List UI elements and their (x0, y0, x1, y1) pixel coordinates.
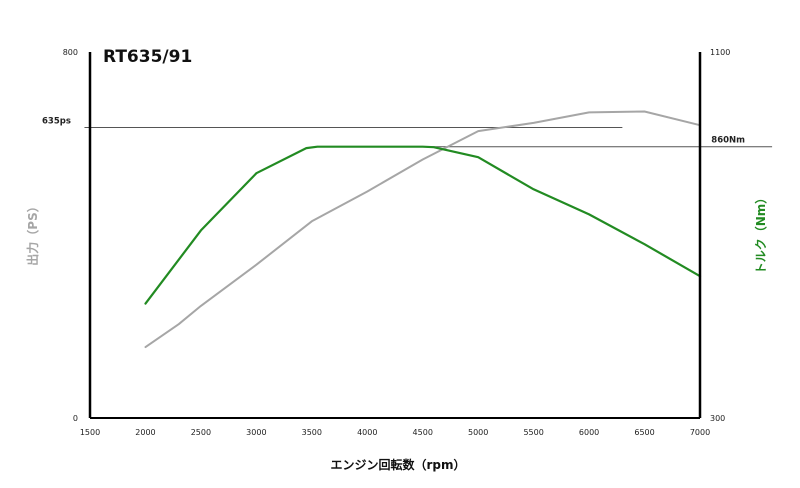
right-y-tick-label: 300 (710, 414, 725, 423)
x-tick-label: 6000 (579, 428, 599, 437)
x-tick-label: 2000 (135, 428, 155, 437)
x-tick-label: 4000 (357, 428, 377, 437)
reference-label: 635ps (42, 116, 71, 126)
x-tick-label: 4500 (413, 428, 433, 437)
reference-label: 860Nm (711, 136, 745, 146)
x-tick-label: 1500 (80, 428, 100, 437)
left-y-tick-label: 800 (63, 48, 78, 57)
torque-curve (144, 145, 702, 305)
x-tick-label: 3500 (302, 428, 322, 437)
x-tick-label: 3000 (246, 428, 266, 437)
x-tick-label: 5000 (468, 428, 488, 437)
data-series (144, 110, 702, 349)
x-axis-label: エンジン回転数（rpm） (330, 457, 465, 472)
right-y-tick-label: 1100 (710, 48, 730, 57)
left-y-tick-label: 0 (73, 414, 78, 423)
x-tick-label: 5500 (523, 428, 543, 437)
power-curve (144, 110, 701, 349)
right-y-axis-label: トルク（Nm） (753, 192, 768, 275)
x-tick-label: 7000 (690, 428, 710, 437)
x-tick-label: 6500 (634, 428, 654, 437)
y-axis-ticks: 0 800 300 1100 (63, 48, 731, 423)
reference-lines: 635ps 860Nm (42, 116, 773, 148)
x-tick-label: 2500 (191, 428, 211, 437)
left-y-axis-label: 出力（PS） (25, 200, 40, 265)
chart-title: RT635/91 (103, 47, 192, 67)
x-axis-ticks: 1500 2000 2500 3000 3500 4000 4500 5000 5500 6000… (80, 428, 710, 437)
